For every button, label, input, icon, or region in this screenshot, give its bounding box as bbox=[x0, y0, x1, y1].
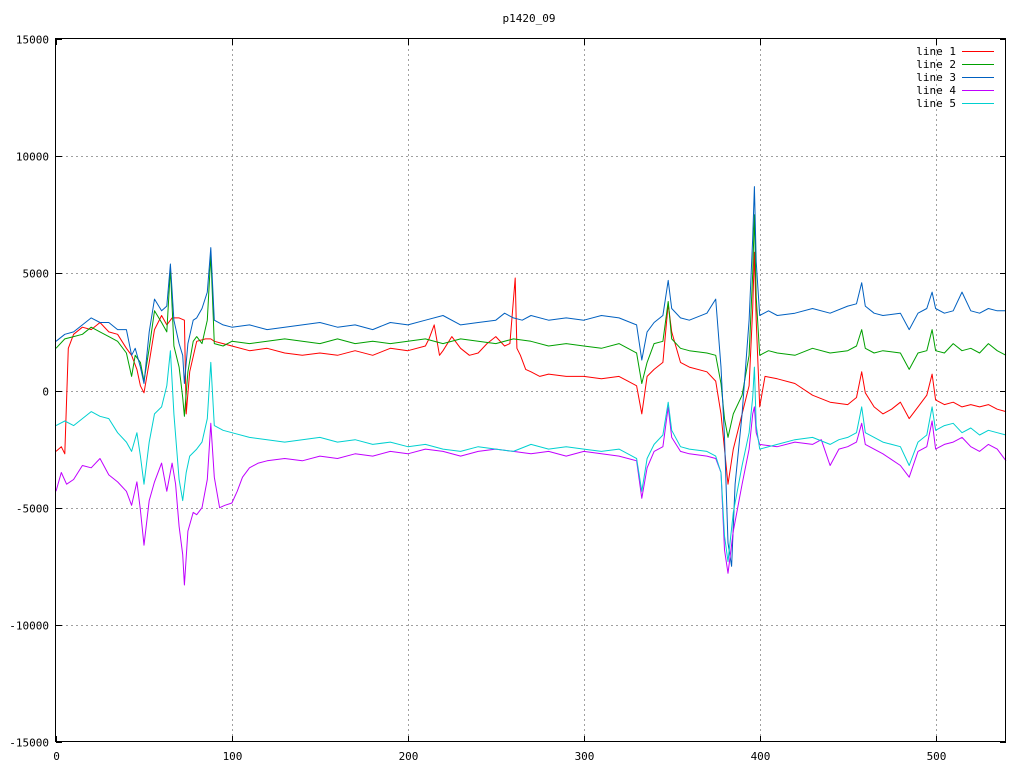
y-tick-label: 0 bbox=[42, 386, 49, 399]
x-tick-label: 200 bbox=[399, 750, 419, 763]
legend-label-5: line 5 bbox=[916, 97, 956, 110]
series-line-4 bbox=[55, 406, 1007, 586]
series-line-3 bbox=[55, 186, 1006, 567]
x-tick-label: 500 bbox=[927, 750, 947, 763]
legend-label-3: line 3 bbox=[916, 71, 956, 84]
y-tick-label: -15000 bbox=[9, 737, 49, 750]
series-line-2 bbox=[55, 214, 1007, 438]
y-tick-label: 10000 bbox=[16, 151, 49, 164]
y-tick-label: 5000 bbox=[23, 268, 50, 281]
grid bbox=[56, 39, 1006, 742]
y-tick-label: 15000 bbox=[16, 34, 49, 47]
series-line-5 bbox=[55, 350, 1007, 563]
plot-series bbox=[55, 186, 1007, 586]
legend-label-4: line 4 bbox=[916, 84, 956, 97]
x-tick-label: 300 bbox=[575, 750, 595, 763]
axes: -15000 -10000 -5000 0 5000 10000 15000 0 100 200 3… bbox=[9, 34, 1006, 763]
legend-label-2: line 2 bbox=[916, 58, 956, 71]
x-tick-label: 0 bbox=[53, 750, 60, 763]
legend-label-1: line 1 bbox=[916, 45, 956, 58]
y-tick-label: -10000 bbox=[9, 620, 49, 633]
plot-frame bbox=[55, 38, 1006, 742]
x-tick-label: 400 bbox=[751, 750, 771, 763]
series-line-1 bbox=[55, 251, 1007, 485]
x-tick-label: 100 bbox=[223, 750, 243, 763]
chart-title: p1420_09 bbox=[503, 12, 556, 25]
y-tick-label: -5000 bbox=[16, 503, 49, 516]
